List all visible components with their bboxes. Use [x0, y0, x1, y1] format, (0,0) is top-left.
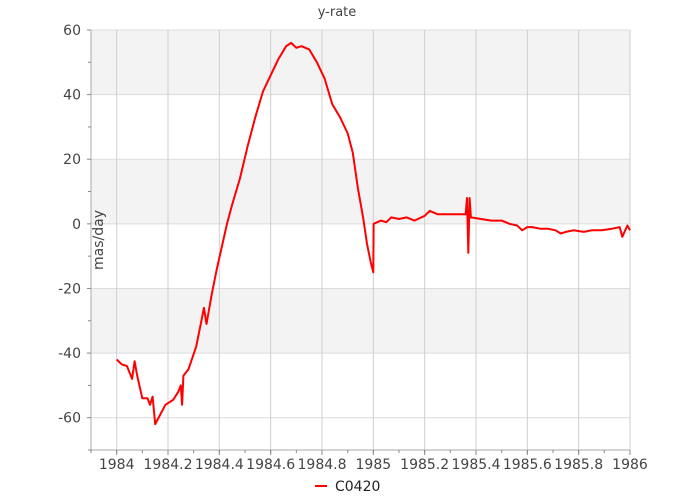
chart-title: y-rate — [318, 5, 357, 20]
legend-label: C0420 — [335, 479, 380, 495]
x-tick-label: 1985.8 — [554, 457, 603, 473]
y-axis-label: mas/day — [91, 210, 107, 270]
x-axis-ticks: 1984 1984.2 1984.4 1984.6 1984.8 1985 1985.2 19… — [90, 450, 648, 473]
x-tick-label: 1984.4 — [195, 457, 244, 473]
x-tick-label: 1984.2 — [144, 457, 193, 473]
series-lines — [116, 41, 631, 426]
background-band — [91, 288, 630, 354]
x-tick-label: 1985.6 — [503, 457, 552, 473]
x-tick-label: 1985 — [356, 457, 392, 473]
y-tick-label: 0 — [72, 217, 81, 233]
x-tick-label: 1984.8 — [298, 457, 347, 473]
axes — [90, 30, 630, 451]
background-bands — [91, 30, 630, 354]
y-tick-label: -40 — [58, 346, 81, 362]
x-tick-label: 1986 — [612, 457, 648, 473]
y-tick-label: 20 — [63, 152, 81, 168]
x-tick-label: 1985.2 — [400, 457, 449, 473]
background-band — [91, 159, 630, 224]
x-tick-label: 1984 — [99, 457, 135, 473]
y-tick-label: 40 — [63, 88, 81, 104]
background-band — [91, 30, 630, 95]
y-tick-label: 60 — [63, 23, 81, 39]
legend[interactable]: C0420 — [315, 479, 380, 495]
y-axis-ticks: 60 40 20 0 -20 -40 -60 — [58, 23, 91, 451]
y-tick-label: -20 — [58, 281, 81, 297]
x-tick-label: 1984.6 — [246, 457, 295, 473]
series-line-C0420 — [116, 41, 631, 426]
y-tick-label: -60 — [58, 411, 81, 427]
x-tick-label: 1985.4 — [452, 457, 501, 473]
